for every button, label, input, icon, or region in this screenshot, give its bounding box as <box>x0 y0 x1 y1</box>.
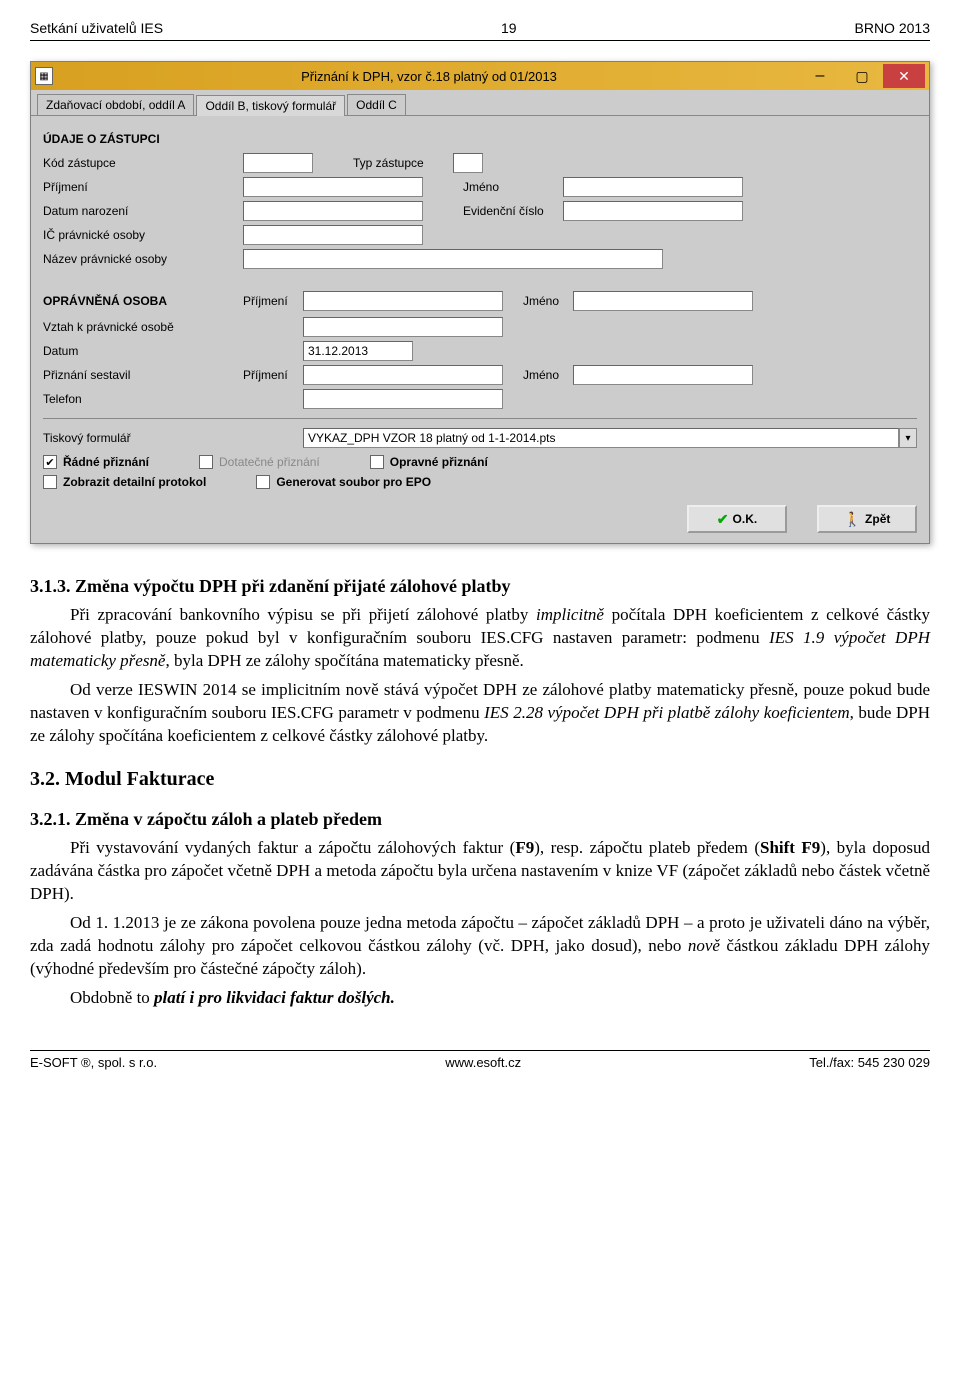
label-evcislo: Evidenční číslo <box>463 204 563 218</box>
label-narozeni: Datum narození <box>43 204 243 218</box>
back-button[interactable]: 🚶 Zpět <box>817 505 917 533</box>
tab-bar: Zdaňovací období, oddíl A Oddíl B, tisko… <box>31 90 929 116</box>
checkbox-detail[interactable] <box>43 475 57 489</box>
label-sestavil: Přiznání sestavil <box>43 368 243 382</box>
check-icon: ✔ <box>717 511 729 528</box>
checkbox-epo[interactable] <box>256 475 270 489</box>
input-osoba-prijmeni[interactable] <box>303 291 503 311</box>
header-right: BRNO 2013 <box>855 20 930 36</box>
label-prijmeni2: Příjmení <box>243 294 303 308</box>
window-title: Přiznání k DPH, vzor č.18 platný od 01/2… <box>59 69 799 84</box>
input-nazev[interactable] <box>243 249 663 269</box>
button-row: ✔ O.K. 🚶 Zpět <box>31 499 929 543</box>
label-typ: Typ zástupce <box>353 156 453 170</box>
dph-window: ▦ Přiznání k DPH, vzor č.18 platný od 01… <box>30 61 930 544</box>
input-ic[interactable] <box>243 225 423 245</box>
input-prijmeni[interactable] <box>243 177 423 197</box>
label-jmeno: Jméno <box>463 180 563 194</box>
document-body: 3.1.3. Změna výpočtu DPH při zdanění při… <box>30 574 930 1010</box>
input-sest-jmeno[interactable] <box>573 365 753 385</box>
paragraph: Při zpracování bankovního výpisu se při … <box>30 604 930 673</box>
label-kod: Kód zástupce <box>43 156 243 170</box>
paragraph: Od 1. 1.2013 je ze zákona povolena pouze… <box>30 912 930 981</box>
label-sest-jmeno: Jméno <box>523 368 573 382</box>
document-header: Setkání uživatelů IES 19 BRNO 2013 <box>30 20 930 36</box>
input-evcislo[interactable] <box>563 201 743 221</box>
header-divider <box>30 40 930 41</box>
heading-32: 3.2. Modul Fakturace <box>30 766 930 793</box>
section-zastupce: ÚDAJE O ZÁSTUPCI <box>43 132 917 146</box>
footer-right: Tel./fax: 545 230 029 <box>809 1055 930 1070</box>
paragraph: Obdobně to platí i pro likvidaci faktur … <box>30 987 930 1010</box>
input-kod[interactable] <box>243 153 313 173</box>
paragraph: Od verze IESWIN 2014 se implicitním nově… <box>30 679 930 748</box>
input-narozeni[interactable] <box>243 201 423 221</box>
input-typ[interactable] <box>453 153 483 173</box>
dropdown-formular[interactable]: VYKAZ_DPH VZOR 18 platný od 1-1-2014.pts… <box>303 428 917 448</box>
form-panel: ÚDAJE O ZÁSTUPCI Kód zástupce Typ zástup… <box>31 116 929 499</box>
document-footer: E-SOFT ®, spol. s r.o. www.esoft.cz Tel.… <box>30 1050 930 1070</box>
minimize-button[interactable]: – <box>799 64 841 88</box>
header-page-num: 19 <box>501 20 517 36</box>
label-telefon: Telefon <box>43 392 243 406</box>
section-osoba: OPRÁVNĚNÁ OSOBA <box>43 294 243 308</box>
tab-oddil-b[interactable]: Oddíl B, tiskový formulář <box>196 95 345 116</box>
ok-button[interactable]: ✔ O.K. <box>687 505 787 533</box>
checkbox-opravne[interactable] <box>370 455 384 469</box>
label-dodatecne: Dotatečné přiznání <box>219 455 320 469</box>
label-epo: Generovat soubor pro EPO <box>276 475 431 489</box>
maximize-button[interactable]: ▢ <box>841 64 883 88</box>
person-icon: 🚶 <box>844 511 861 528</box>
app-icon: ▦ <box>35 67 53 85</box>
window-titlebar[interactable]: ▦ Přiznání k DPH, vzor č.18 platný od 01… <box>31 62 929 90</box>
label-radne: Řádné přiznání <box>63 455 149 469</box>
label-ic: IČ právnické osoby <box>43 228 243 242</box>
input-vztah[interactable] <box>303 317 503 337</box>
label-detail: Zobrazit detailní protokol <box>63 475 206 489</box>
paragraph: Při vystavování vydaných faktur a zápočt… <box>30 837 930 906</box>
label-nazev: Název právnické osoby <box>43 252 243 266</box>
input-datum[interactable]: 31.12.2013 <box>303 341 413 361</box>
label-opravne: Opravné přiznání <box>390 455 488 469</box>
footer-center: www.esoft.cz <box>445 1055 521 1070</box>
close-button[interactable]: ✕ <box>883 64 925 88</box>
tab-oddil-c[interactable]: Oddíl C <box>347 94 406 115</box>
back-label: Zpět <box>865 512 890 526</box>
input-telefon[interactable] <box>303 389 503 409</box>
checkbox-radne[interactable]: ✔ <box>43 455 57 469</box>
input-jmeno[interactable] <box>563 177 743 197</box>
tab-obdobi[interactable]: Zdaňovací období, oddíl A <box>37 94 194 115</box>
label-sest-prijmeni: Příjmení <box>243 368 303 382</box>
chevron-down-icon[interactable]: ▾ <box>899 428 917 448</box>
form-divider <box>43 418 917 419</box>
input-sest-prijmeni[interactable] <box>303 365 503 385</box>
label-jmeno2: Jméno <box>523 294 573 308</box>
label-vztah: Vztah k právnické osobě <box>43 320 243 334</box>
label-formular: Tiskový formulář <box>43 431 243 445</box>
heading-321: 3.2.1. Změna v zápočtu záloh a plateb př… <box>30 807 930 831</box>
footer-left: E-SOFT ®, spol. s r.o. <box>30 1055 157 1070</box>
label-prijmeni: Příjmení <box>43 180 243 194</box>
checkbox-dodatecne[interactable] <box>199 455 213 469</box>
input-osoba-jmeno[interactable] <box>573 291 753 311</box>
heading-313: 3.1.3. Změna výpočtu DPH při zdanění při… <box>30 574 930 598</box>
ok-label: O.K. <box>733 512 758 526</box>
header-left: Setkání uživatelů IES <box>30 20 163 36</box>
label-datum: Datum <box>43 344 243 358</box>
dropdown-value: VYKAZ_DPH VZOR 18 platný od 1-1-2014.pts <box>303 428 899 448</box>
